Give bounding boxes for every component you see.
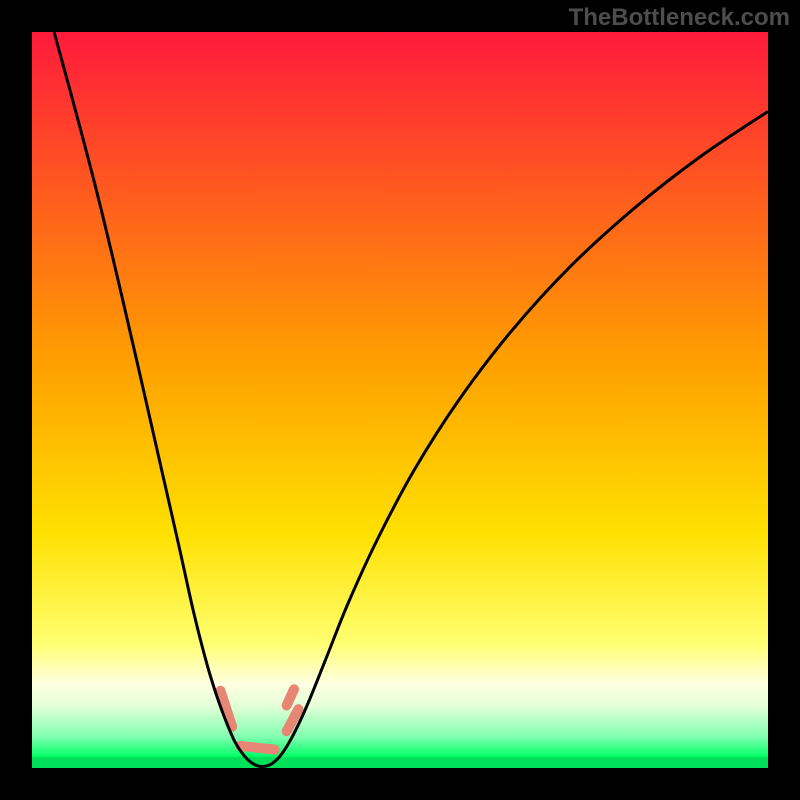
- gradient-background: [32, 32, 768, 768]
- bottom-strip: [32, 757, 768, 768]
- chart-canvas: TheBottleneck.com: [0, 0, 800, 800]
- marker-segment: [240, 746, 275, 750]
- plot-svg: [32, 32, 768, 768]
- marker-segment: [287, 689, 294, 705]
- watermark-text: TheBottleneck.com: [569, 4, 790, 32]
- plot-area: [32, 32, 768, 768]
